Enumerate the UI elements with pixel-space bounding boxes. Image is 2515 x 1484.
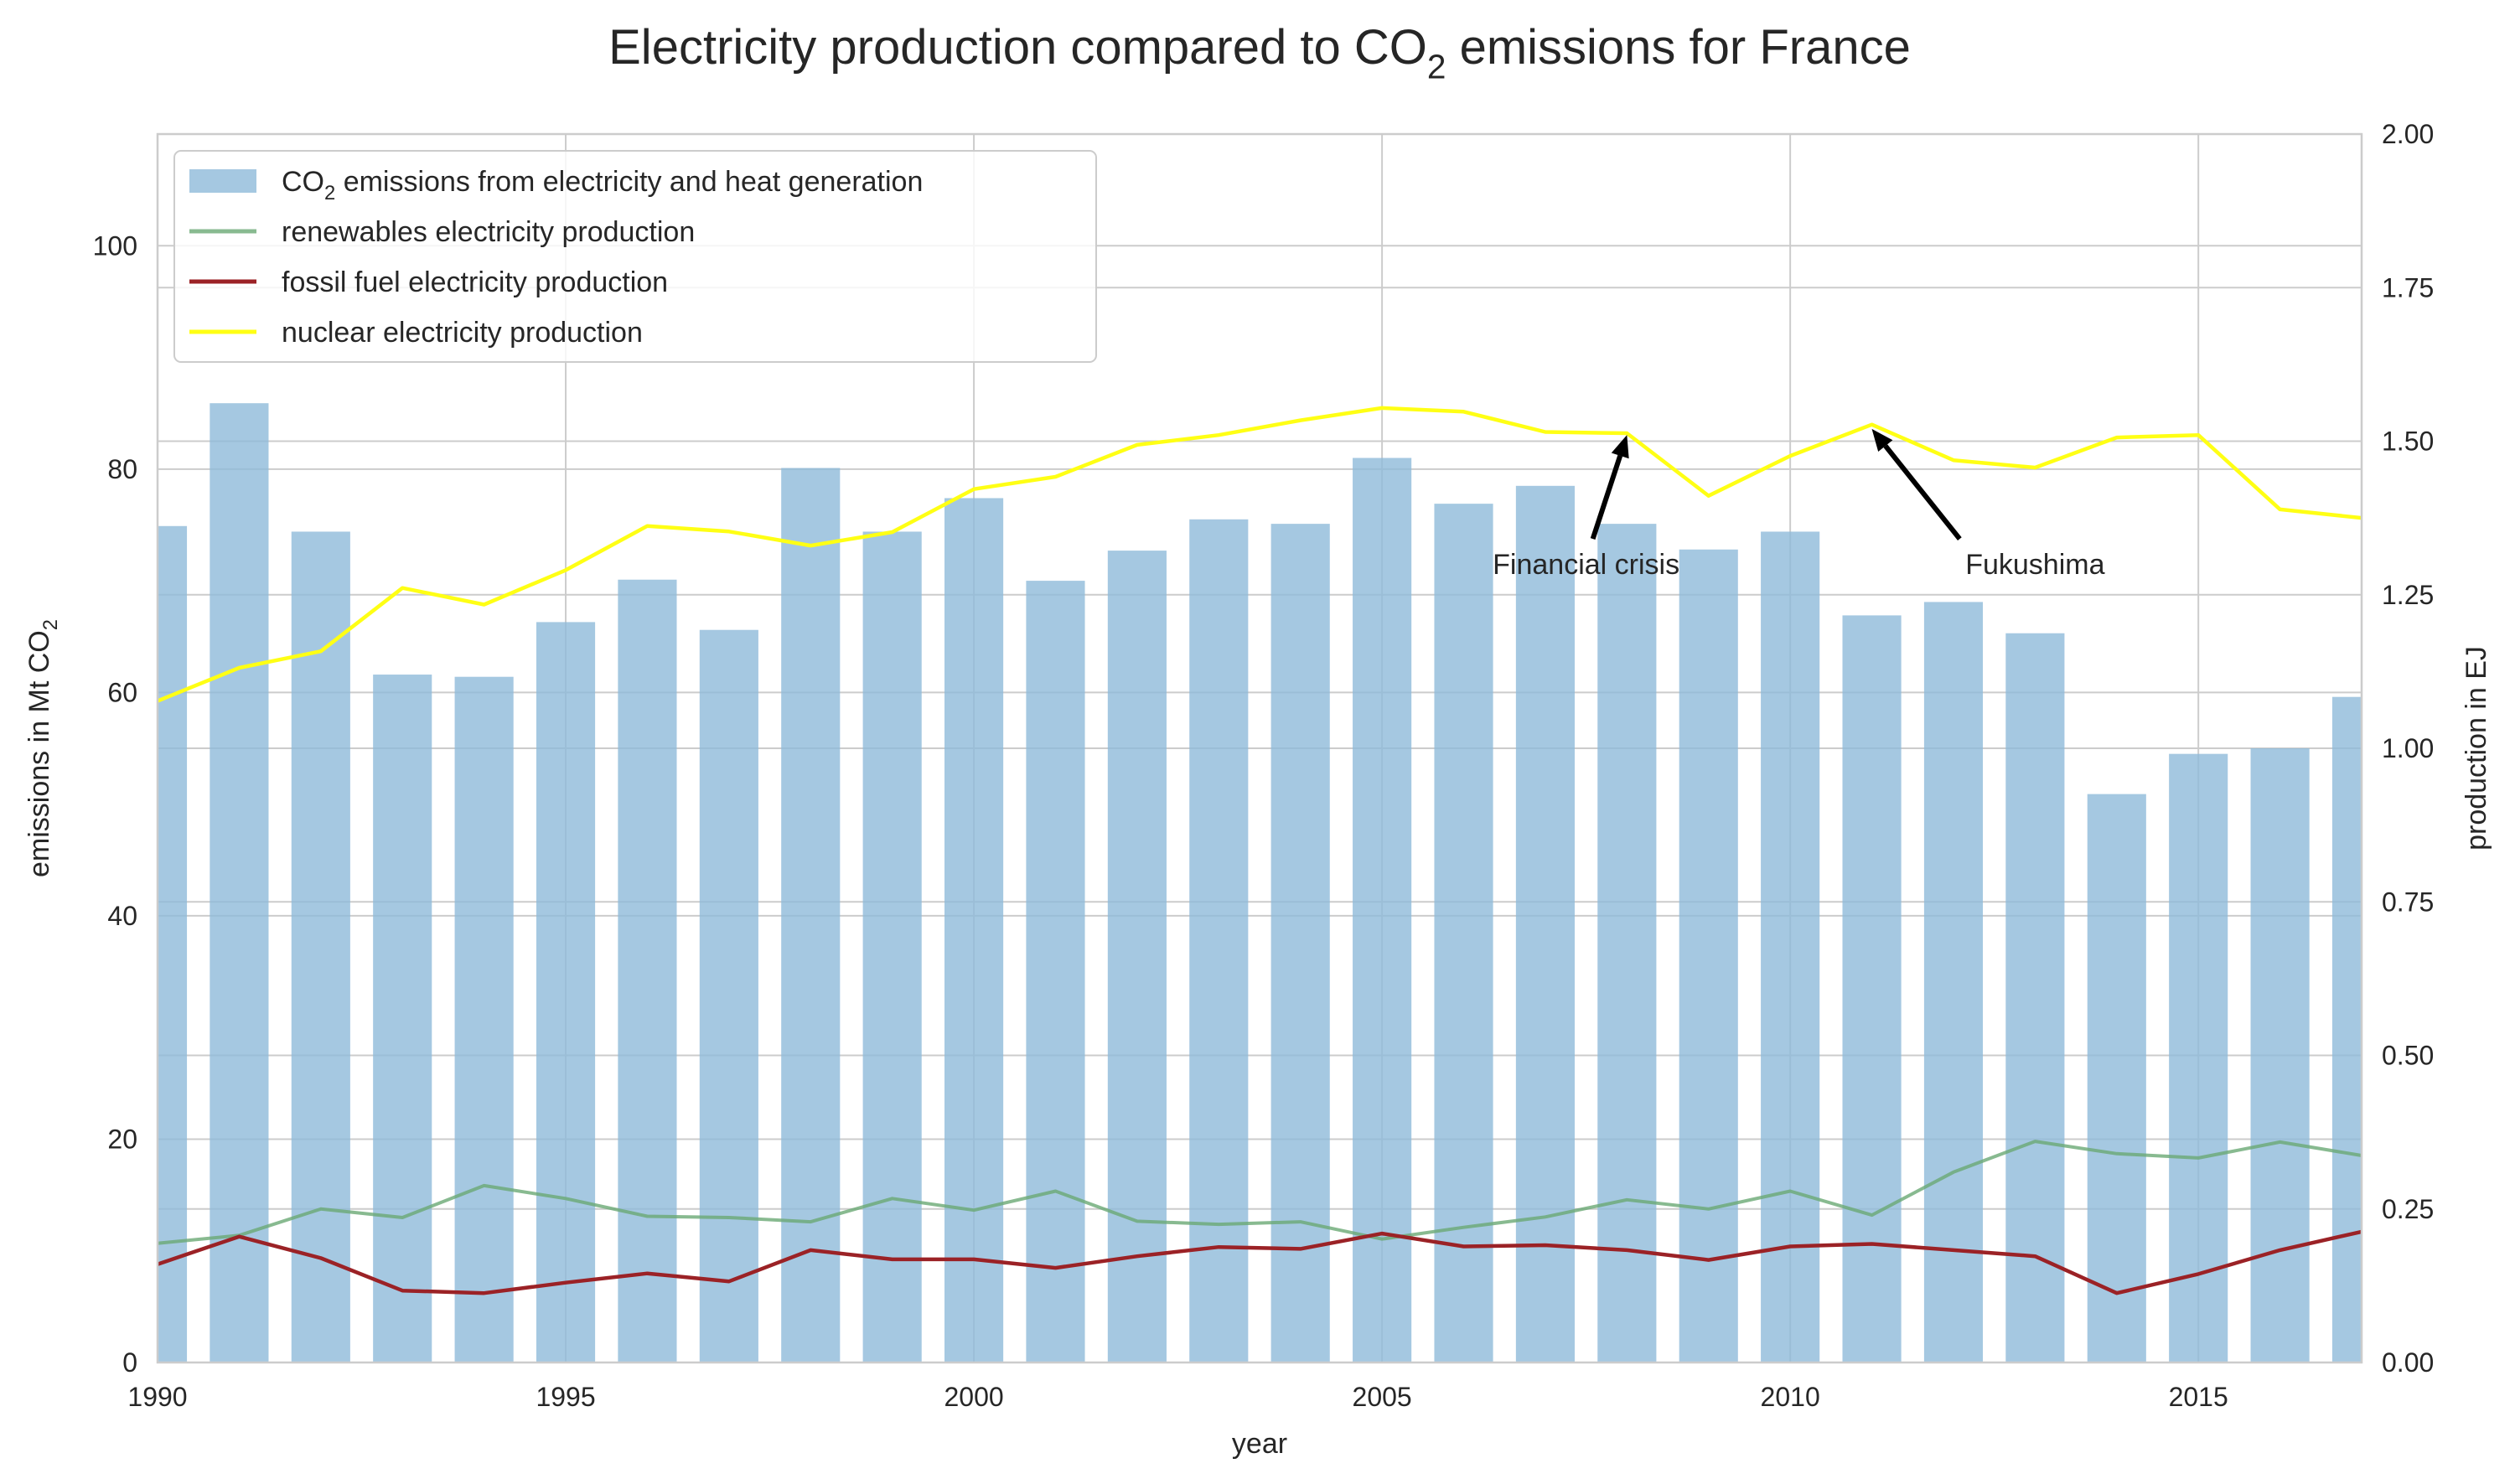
series-line-fossil <box>157 1229 2362 1295</box>
emission-bar <box>291 531 350 1362</box>
annotation-arrow-shaft <box>1883 444 1962 540</box>
emission-bar <box>210 403 269 1363</box>
emission-bar <box>1679 549 1738 1362</box>
x-tick-label: 1990 <box>127 1382 187 1412</box>
plot-border <box>156 132 2363 1364</box>
emission-bar <box>2250 748 2310 1362</box>
y-right-tick-label: 0.75 <box>2382 887 2434 917</box>
chart-title-part: emissions for France <box>1446 20 1910 75</box>
chart-title: Electricity production compared to CO2 e… <box>608 20 1911 85</box>
legend-label-emissions-part: emissions from electricity and heat gene… <box>335 166 923 198</box>
y-left-tick-label: 40 <box>107 901 137 931</box>
emission-bar <box>2169 753 2228 1362</box>
emission-bar <box>2087 794 2146 1362</box>
series-lines <box>157 406 2362 1295</box>
emission-bar <box>1107 551 1167 1362</box>
y-right-tick-label: 1.75 <box>2382 272 2434 302</box>
y-left-tick-label: 60 <box>107 677 137 707</box>
legend-box <box>173 150 1097 363</box>
emission-bar <box>1761 531 1820 1362</box>
emission-bar <box>2005 633 2065 1362</box>
emission-bar <box>1515 485 1575 1362</box>
emission-bar <box>158 525 188 1362</box>
emission-bar <box>1923 602 1984 1362</box>
y-left-tick-label: 80 <box>107 454 137 484</box>
series-line-renewables <box>157 1140 2362 1245</box>
y-axis-right-label: production in EJ <box>2461 646 2492 851</box>
legend-label-emissions-part: CO <box>282 166 324 198</box>
plot-frame <box>156 132 2363 1364</box>
emission-bar <box>862 531 922 1362</box>
annotation-arrow-head <box>1871 428 1893 452</box>
emission-bar <box>373 675 432 1362</box>
emission-bar <box>699 629 758 1362</box>
y-left-tick-label: 20 <box>107 1124 137 1154</box>
y-axis-left-label-subscript: 2 <box>39 619 62 630</box>
y-left-tick-label: 0 <box>122 1347 137 1378</box>
x-tick-label: 2010 <box>1761 1382 1820 1412</box>
axis-ticks: 1990 1995 2000 2005 2010 2015 0 20 40 60 80 100 0.00… <box>93 119 2435 1412</box>
x-tick-label: 2005 <box>1353 1382 1412 1412</box>
legend-label-emissions-subscript: 2 <box>324 182 335 204</box>
emission-bar <box>2331 696 2362 1362</box>
x-axis-label: year <box>1232 1428 1287 1460</box>
legend-label-renewables: renewables electricity production <box>282 216 695 248</box>
chart-title-subscript: 2 <box>1427 47 1446 85</box>
x-tick-label: 2015 <box>2169 1382 2228 1412</box>
emission-bar <box>781 468 841 1362</box>
y-right-tick-label: 1.00 <box>2382 733 2434 763</box>
emission-bar <box>1434 504 1493 1362</box>
annotation-arrow-shaft <box>1590 454 1623 540</box>
legend-label-nuclear: nuclear electricity production <box>282 317 643 349</box>
emission-bar <box>1353 458 1412 1362</box>
emission-bar <box>1270 524 1330 1362</box>
emission-bar <box>1189 519 1249 1362</box>
emission-bar <box>1842 615 1902 1362</box>
annotation-label: Financial crisis <box>1493 549 1679 581</box>
annotations: Financial crisis Fukushima <box>1493 428 2105 581</box>
emission-bar <box>1597 524 1657 1362</box>
y-right-tick-label: 0.00 <box>2382 1347 2434 1378</box>
emission-bar <box>536 622 596 1362</box>
y-axis-left-label: emissions in Mt CO2 <box>23 619 62 877</box>
emission-bar <box>618 579 677 1362</box>
y-right-tick-label: 1.50 <box>2382 427 2434 457</box>
chart-title-part: Electricity production compared to CO <box>608 20 1427 75</box>
y-right-tick-label: 1.25 <box>2382 580 2434 610</box>
annotation-arrow-head <box>1611 435 1629 459</box>
y-right-tick-label: 0.50 <box>2382 1041 2434 1071</box>
y-right-tick-label: 0.25 <box>2382 1194 2434 1224</box>
y-right-tick-label: 2.00 <box>2382 119 2434 149</box>
series-line-nuclear <box>157 406 2362 703</box>
legend-label-fossil: fossil fuel electricity production <box>282 266 668 298</box>
y-left-tick-label: 100 <box>93 230 137 261</box>
emission-bar <box>454 676 514 1362</box>
legend-swatch-emissions <box>189 169 256 193</box>
legend-label-emissions: CO2 emissions from electricity and heat … <box>282 166 923 204</box>
y-axis-left-label-part: emissions in Mt CO <box>23 630 55 877</box>
emission-bar <box>944 498 1004 1362</box>
annotation-label: Fukushima <box>1965 549 2104 581</box>
emission-bar <box>1026 581 1085 1362</box>
titles-and-axis-labels: Electricity production compared to CO2 e… <box>23 20 2492 1460</box>
legend: CO2 emissions from electricity and heat … <box>173 150 1097 363</box>
bars <box>158 403 2362 1363</box>
x-tick-label: 1995 <box>536 1382 595 1412</box>
x-tick-label: 2000 <box>944 1382 1003 1412</box>
